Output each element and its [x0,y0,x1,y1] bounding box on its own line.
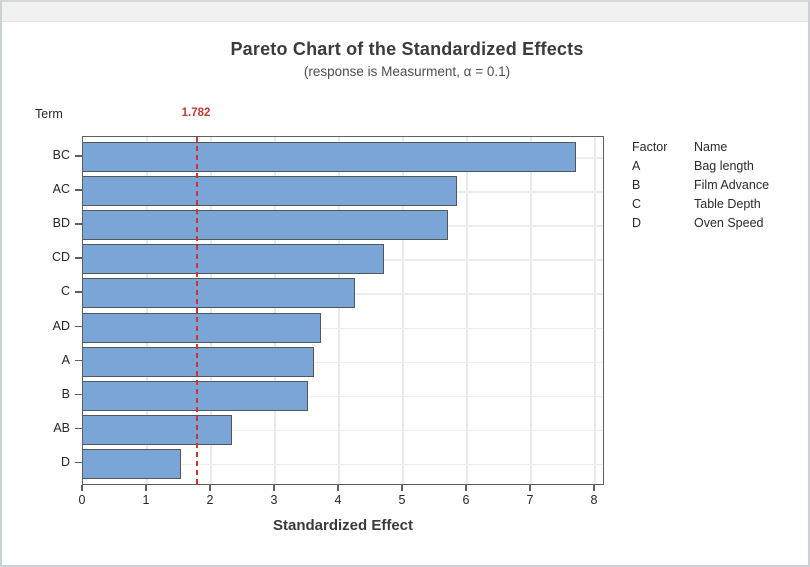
y-tick-label-AB: AB [53,420,70,435]
vertical-gridline-2 [210,137,212,484]
legend-header-factor: Factor [632,140,668,154]
x-tick-label-3: 3 [270,493,278,507]
reference-line-label: 1.782 [181,107,211,119]
bar-BC[interactable] [83,142,576,172]
y-tick-label-AD: AD [52,318,70,333]
vertical-gridline-4 [338,137,340,484]
x-tick-0 [81,485,83,491]
factor-legend: Factor Name A Bag length B Film Advance C Table… [632,138,769,233]
window-titlebar [2,2,808,22]
x-tick-4 [337,485,339,491]
vertical-gridline-1 [146,137,148,484]
vertical-gridline-5 [402,137,404,484]
legend-header-row: Factor Name [632,138,769,157]
x-tick-label-2: 2 [206,493,214,507]
horizontal-gridline-A [83,361,603,364]
y-tick-label-BD: BD [52,216,70,231]
horizontal-gridline-B [83,395,603,398]
y-tick-label-BC: BC [52,148,70,162]
legend-row-A: A Bag length [632,157,769,176]
y-tick-AB [75,427,82,430]
bar-CD[interactable] [83,244,384,275]
x-tick-1 [145,485,147,491]
bar-C[interactable] [83,278,355,309]
y-tick-C [75,291,82,293]
y-tick-label-C: C [60,284,70,299]
x-tick-label-7: 7 [526,493,534,507]
y-tick-label-D: D [60,454,70,469]
x-tick-5 [401,485,403,491]
legend-name-B: Film Advance [694,178,770,192]
legend-factor-C: C [632,197,642,211]
bar-D[interactable] [83,448,181,479]
y-tick-BC [75,155,82,157]
bar-AC[interactable] [83,176,457,207]
legend-name-C: Table Depth [694,197,761,211]
x-tick-label-1: 1 [142,493,150,507]
horizontal-gridline-AB [83,429,603,432]
x-tick-label-5: 5 [398,493,406,507]
y-axis-title: Term [35,107,63,121]
legend-factor-A: A [632,159,641,173]
y-tick-label-B: B [61,386,70,401]
vertical-gridline-7 [530,137,532,484]
vertical-gridline-8 [594,137,596,484]
x-tick-label-4: 4 [334,493,342,507]
y-tick-BD [75,223,82,225]
vertical-gridline-3 [274,137,276,484]
y-tick-label-AC: AC [52,182,70,197]
y-tick-label-CD: CD [51,250,70,265]
y-tick-AC [75,189,82,191]
bar-A[interactable] [83,346,315,377]
legend-name-D: Oven Speed [694,216,764,230]
x-tick-label-6: 6 [462,493,470,507]
bar-B[interactable] [83,380,309,411]
x-tick-label-0: 0 [78,493,86,507]
chart-title: Pareto Chart of the Standardized Effects [230,39,584,59]
x-tick-7 [529,485,531,491]
y-tick-AD [75,325,82,327]
legend-factor-B: B [632,178,641,192]
y-tick-label-A: A [61,352,70,367]
x-tick-8 [593,485,595,491]
x-tick-6 [465,485,467,491]
reference-line[interactable] [196,137,199,484]
legend-factor-D: D [632,216,642,230]
y-tick-B [75,393,82,396]
bar-AD[interactable] [83,312,322,343]
bar-AB[interactable] [83,414,233,445]
legend-row-D: D Oven Speed [632,214,769,233]
legend-row-B: B Film Advance [632,176,769,195]
y-tick-A [75,359,82,362]
legend-name-A: Bag length [694,159,754,173]
y-tick-D [75,461,82,464]
x-tick-2 [209,485,211,491]
legend-header-name: Name [694,140,728,154]
vertical-gridline-6 [466,137,468,484]
plot-area [82,136,604,485]
horizontal-gridline-D [83,463,603,466]
chart-subtitle: (response is Measurment, α = 0.1) [303,64,511,79]
y-tick-CD [75,257,82,259]
x-axis-title: Standardized Effect [272,517,414,534]
horizontal-gridline-AD [83,327,603,329]
legend-row-C: C Table Depth [632,195,769,214]
bar-BD[interactable] [83,210,449,241]
x-tick-label-8: 8 [590,493,598,507]
x-tick-3 [273,485,275,491]
